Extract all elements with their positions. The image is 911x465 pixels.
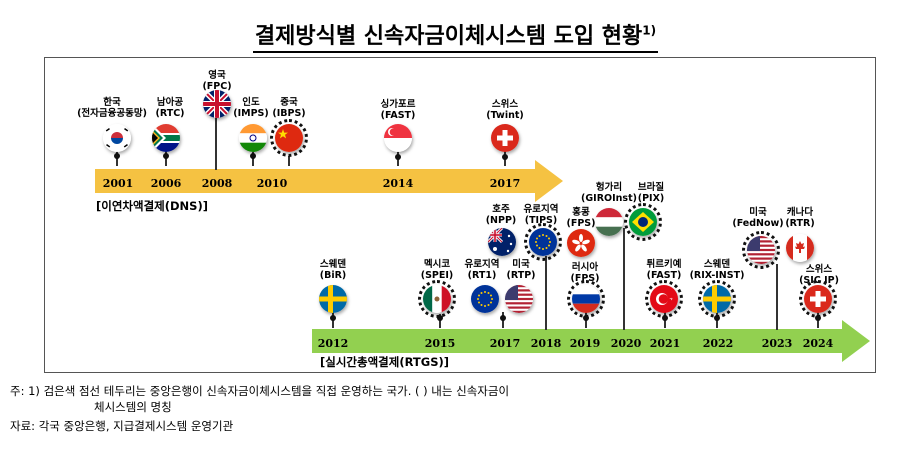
timeline-tick xyxy=(776,264,778,330)
rtgs-year-label: 2024 xyxy=(802,337,834,350)
central-bank-operated-ring xyxy=(698,280,736,318)
dns-year-label: 2017 xyxy=(489,177,521,190)
rtgs-year-label: 2021 xyxy=(649,337,681,350)
central-bank-operated-ring xyxy=(624,203,662,241)
timeline-dot xyxy=(815,315,821,321)
system-label-euro-rt1: 유로지역 (RT1) xyxy=(464,259,500,281)
system-label-sweden-rix: 스웨덴 (RIX-INST) xyxy=(689,259,745,281)
rtgs-year-label: 2018 xyxy=(530,337,562,350)
rtgs-year-label: 2015 xyxy=(424,337,456,350)
system-label-switzerland: 스위스 (Twint) xyxy=(486,99,524,121)
diagram-frame xyxy=(44,57,876,373)
turkey-flag-icon xyxy=(650,285,678,313)
system-label-russia: 러시아 (FPS) xyxy=(570,262,600,284)
system-label-canada: 캐나다 (RTR) xyxy=(785,207,815,229)
system-label-uk: 영국 (FPC) xyxy=(202,70,232,92)
central-bank-operated-ring xyxy=(742,231,780,269)
dns-year-label: 2010 xyxy=(256,177,288,190)
rtgs-year-label: 2012 xyxy=(317,337,349,350)
rtgs-axis-label: [실시간총액결제(RTGS)] xyxy=(320,355,449,369)
central-bank-operated-ring xyxy=(270,119,308,157)
source-note: 자료: 각국 중앙은행, 지급결제시스템 운영기관 xyxy=(10,419,234,433)
rtgs-year-label: 2017 xyxy=(489,337,521,350)
system-label-china: 중국 (IBPS) xyxy=(272,97,306,119)
rtgs-year-label: 2020 xyxy=(610,337,642,350)
rtgs-year-label: 2023 xyxy=(761,337,793,350)
dns-year-label: 2008 xyxy=(201,177,233,190)
footnote-1: 주: 1) 검은색 점선 테두리는 중앙은행이 신속자금이체시스템을 직접 운영… xyxy=(10,384,510,398)
timeline-dot xyxy=(500,315,506,321)
dns-year-label: 2001 xyxy=(102,177,134,190)
system-label-euro-tips: 유로지역 (TIPS) xyxy=(523,204,559,226)
hungary-flag-icon xyxy=(595,208,623,236)
timeline-dot xyxy=(330,315,336,321)
korea-flag-icon xyxy=(103,124,131,152)
page-title: 결제방식별 신속자금이체시스템 도입 현황1) xyxy=(0,18,911,53)
timeline-dot xyxy=(250,153,256,159)
usa-flag-icon xyxy=(505,285,533,313)
timeline-dot xyxy=(502,154,508,160)
timeline-tick xyxy=(288,156,290,166)
timeline-dot xyxy=(114,153,120,159)
eu-flag-icon xyxy=(529,228,557,256)
timeline-tick xyxy=(623,228,625,330)
dns-timeline-arrow xyxy=(95,160,563,202)
timeline-tick xyxy=(215,118,217,170)
sweden-flag-icon xyxy=(319,285,347,313)
timeline-dot xyxy=(583,315,589,321)
rtgs-year-label: 2022 xyxy=(702,337,734,350)
system-label-sweden-bir: 스웨덴 (BiR) xyxy=(319,259,347,281)
central-bank-operated-ring xyxy=(418,280,456,318)
system-label-south-africa: 남아공 (RTC) xyxy=(155,97,185,119)
switzerland-flag-icon xyxy=(491,124,519,152)
dns-year-label: 2006 xyxy=(150,177,182,190)
mexico-flag-icon xyxy=(423,285,451,313)
system-label-brazil: 브라질 (PIX) xyxy=(637,182,665,204)
singapore-flag-icon xyxy=(384,124,412,152)
footnote-1-continued: 체시스템의 명칭 xyxy=(94,400,172,414)
india-flag-icon xyxy=(239,124,267,152)
uk-flag-icon xyxy=(203,90,231,118)
hong-kong-flag-icon xyxy=(567,229,595,257)
usa-flag-icon xyxy=(747,236,775,264)
central-bank-operated-ring xyxy=(645,280,683,318)
timeline-dot xyxy=(714,315,720,321)
south-africa-flag-icon xyxy=(152,124,180,152)
timeline-dot xyxy=(662,315,668,321)
timeline-dot xyxy=(395,154,401,160)
central-bank-operated-ring xyxy=(524,223,562,261)
central-bank-operated-ring xyxy=(799,280,837,318)
timeline-tick xyxy=(252,152,254,166)
title-footnote-mark: 1) xyxy=(642,23,657,38)
canada-flag-icon xyxy=(786,234,814,262)
timeline-dot xyxy=(163,153,169,159)
system-label-hungary: 헝가리 (GIROInst) xyxy=(581,182,637,204)
system-label-singapore: 싱가포르 (FAST) xyxy=(380,99,416,121)
system-label-mexico: 멕시코 (SPEI) xyxy=(420,259,454,281)
system-label-usa-rtp: 미국 (RTP) xyxy=(506,259,536,281)
russia-flag-icon xyxy=(572,285,600,313)
system-label-turkey: 튀르키예 (FAST) xyxy=(646,259,682,281)
rtgs-year-label: 2019 xyxy=(569,337,601,350)
rtgs-timeline-arrow xyxy=(312,320,870,362)
china-flag-icon xyxy=(275,124,303,152)
australia-flag-icon xyxy=(488,228,516,256)
system-label-korea: 한국 (전자금융공동망) xyxy=(77,97,147,119)
switzerland-flag-icon xyxy=(804,285,832,313)
system-label-hong-kong: 홍콩 (FPS) xyxy=(566,207,596,229)
system-label-usa-fednow: 미국 (FedNow) xyxy=(732,207,784,229)
brazil-flag-icon xyxy=(629,208,657,236)
dns-year-label: 2014 xyxy=(382,177,414,190)
system-label-india: 인도 (IMPS) xyxy=(233,97,269,119)
title-text: 결제방식별 신속자금이체시스템 도입 현황 xyxy=(254,24,643,49)
timeline-tick xyxy=(439,314,441,328)
dns-axis-label: [이연차액결제(DNS)] xyxy=(96,199,208,213)
timeline-tick xyxy=(545,256,547,330)
eu-flag-icon xyxy=(471,285,499,313)
system-label-australia: 호주 (NPP) xyxy=(485,204,517,226)
sweden-flag-icon xyxy=(703,285,731,313)
central-bank-operated-ring xyxy=(567,280,605,318)
timeline-dot xyxy=(437,315,443,321)
